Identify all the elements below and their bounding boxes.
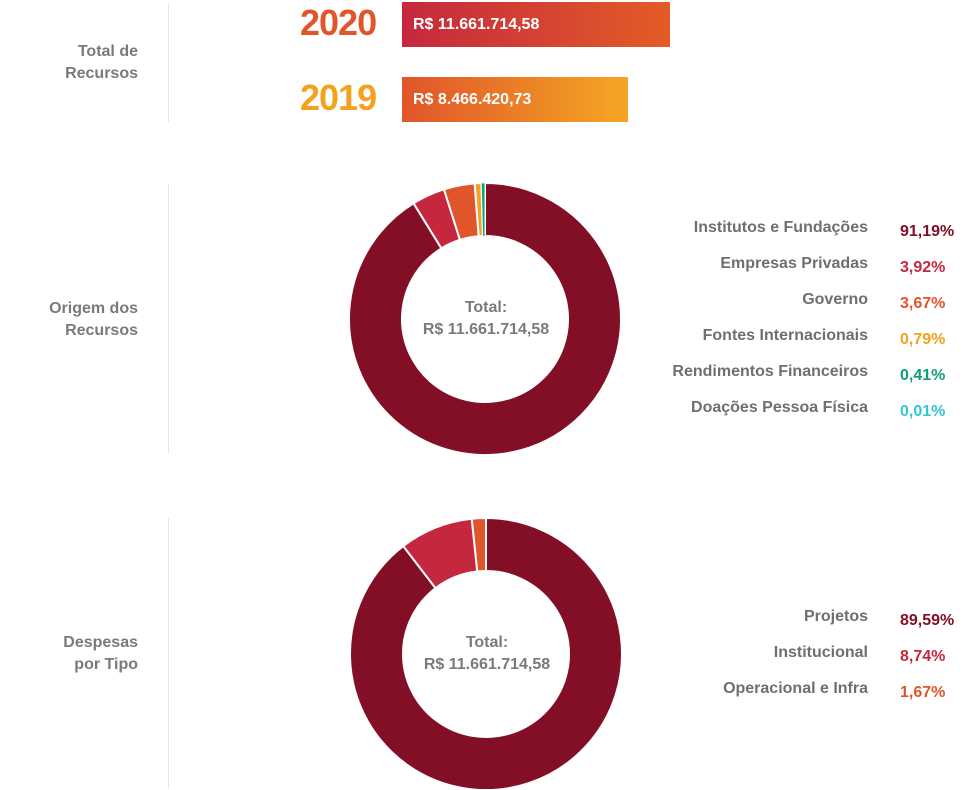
donut-center-line: Total: — [386, 297, 586, 319]
resource-bar-2019: R$ 8.466.420,73 — [402, 77, 628, 122]
legend-label: Rendimentos Financeiros — [568, 363, 868, 381]
legend-value: 3,67% — [900, 295, 945, 313]
donut-center-despesas: Total: R$ 11.661.714,58 — [387, 632, 587, 676]
legend-label: Governo — [568, 291, 868, 309]
section-label-line: Recursos — [20, 63, 138, 85]
donut-center-origem: Total: R$ 11.661.714,58 — [386, 297, 586, 341]
legend-value: 89,59% — [900, 612, 954, 630]
donut-center-line: R$ 11.661.714,58 — [387, 654, 587, 676]
legend-label: Fontes Internacionais — [568, 327, 868, 345]
section-label-line: por Tipo — [20, 654, 138, 676]
legend-value: 0,41% — [900, 367, 945, 385]
section-divider-despesas — [168, 518, 169, 789]
section-label-line: Despesas — [20, 632, 138, 654]
legend-label: Operacional e Infra — [568, 680, 868, 698]
section-label-line: Total de — [20, 41, 138, 63]
legend-value: 0,01% — [900, 403, 945, 421]
year-label-2020: 2020 — [300, 2, 376, 44]
donut-center-line: Total: — [387, 632, 587, 654]
section-label-despesas: Despesas por Tipo — [20, 632, 138, 676]
section-divider-origem — [168, 184, 169, 454]
legend-value: 3,92% — [900, 259, 945, 277]
legend-label: Institutos e Fundações — [568, 219, 868, 237]
section-label-total: Total de Recursos — [20, 41, 138, 85]
legend-value: 1,67% — [900, 684, 945, 702]
legend-label: Institucional — [568, 644, 868, 662]
donut-center-line: R$ 11.661.714,58 — [386, 319, 586, 341]
legend-value: 91,19% — [900, 223, 954, 241]
section-label-origem: Origem dos Recursos — [20, 298, 138, 342]
resource-bar-2020: R$ 11.661.714,58 — [402, 2, 670, 47]
year-label-2019: 2019 — [300, 77, 376, 119]
legend-label: Projetos — [568, 608, 868, 626]
section-divider-total — [168, 4, 169, 122]
section-label-line: Origem dos — [20, 298, 138, 320]
legend-label: Empresas Privadas — [568, 255, 868, 273]
section-label-line: Recursos — [20, 320, 138, 342]
legend-value: 8,74% — [900, 648, 945, 666]
legend-label: Doações Pessoa Física — [568, 399, 868, 417]
legend-value: 0,79% — [900, 331, 945, 349]
